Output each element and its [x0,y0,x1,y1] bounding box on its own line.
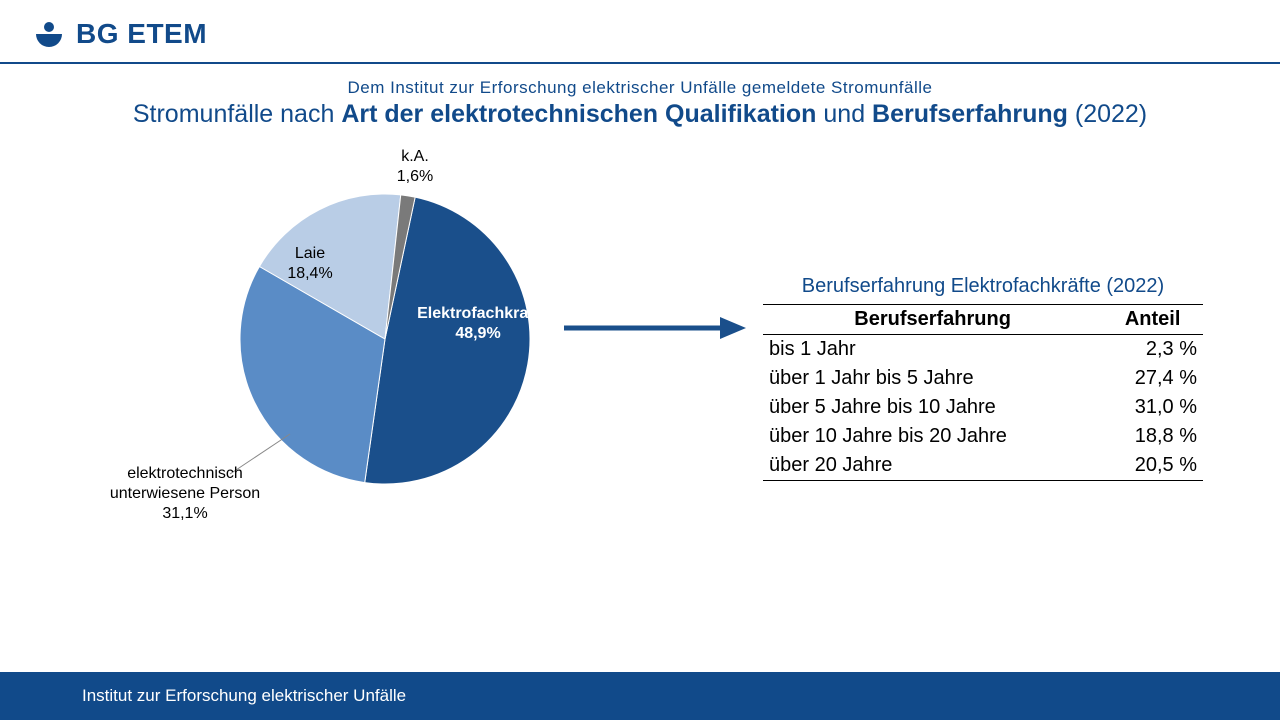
pie-label-2-name: Laie [275,244,345,264]
footer-text: Institut zur Erforschung elektrischer Un… [82,686,406,706]
table-row: bis 1 Jahr2,3 % [763,335,1203,365]
title-bold2: Berufserfahrung [872,100,1068,128]
subtitle: Dem Institut zur Erforschung elektrische… [0,78,1280,98]
table-cell-label: über 20 Jahre [763,451,1102,481]
table-row: über 20 Jahre20,5 % [763,451,1203,481]
arrow-icon [560,313,750,343]
pie-label-ka: k.A. 1,6% [385,147,445,187]
brand-text: BG ETEM [76,18,207,50]
table-cell-value: 2,3 % [1102,335,1203,365]
title: Stromunfälle nach Art der elektrotechnis… [0,100,1280,129]
header: BG ETEM [0,0,1280,62]
table-cell-label: bis 1 Jahr [763,335,1102,365]
footer-bar: Institut zur Erforschung elektrischer Un… [0,672,1280,720]
table-row: über 10 Jahre bis 20 Jahre18,8 % [763,422,1203,451]
title-mid: und [816,100,872,128]
table-cell-value: 18,8 % [1102,422,1203,451]
pie-label-unterwiesen: elektrotechnisch unterwiesene Person 31,… [90,464,280,524]
header-divider [0,62,1280,64]
table-header-col2: Anteil [1102,305,1203,335]
brand-logo: BG ETEM [30,18,207,50]
leader-lines [0,129,700,599]
pie-label-1-pct: 31,1% [90,504,280,524]
experience-table-block: Berufserfahrung Elektrofachkräfte (2022)… [763,275,1203,481]
pie-label-3-pct: 1,6% [385,167,445,187]
title-post: (2022) [1068,100,1147,128]
table-cell-label: über 1 Jahr bis 5 Jahre [763,364,1102,393]
title-bold1: Art der elektrotechnischen Qualifikation [341,100,816,128]
content-area: Elektrofachkraft 48,9% elektrotechnisch … [0,129,1280,599]
table-title: Berufserfahrung Elektrofachkräfte (2022) [763,275,1203,298]
table-row: über 1 Jahr bis 5 Jahre27,4 % [763,364,1203,393]
table-cell-label: über 5 Jahre bis 10 Jahre [763,393,1102,422]
table-row: über 5 Jahre bis 10 Jahre31,0 % [763,393,1203,422]
title-pre: Stromunfälle nach [133,100,341,128]
pie-label-3-name: k.A. [385,147,445,167]
bgetem-icon [30,18,68,50]
experience-table: Berufserfahrung Anteil bis 1 Jahr2,3 %üb… [763,304,1203,481]
pie-label-1-line2: unterwiesene Person [90,484,280,504]
pie-label-laie: Laie 18,4% [275,244,345,284]
table-cell-value: 31,0 % [1102,393,1203,422]
table-cell-value: 20,5 % [1102,451,1203,481]
pie-label-2-pct: 18,4% [275,264,345,284]
table-header-col1: Berufserfahrung [763,305,1102,335]
table-cell-value: 27,4 % [1102,364,1203,393]
pie-label-1-line1: elektrotechnisch [90,464,280,484]
table-cell-label: über 10 Jahre bis 20 Jahre [763,422,1102,451]
